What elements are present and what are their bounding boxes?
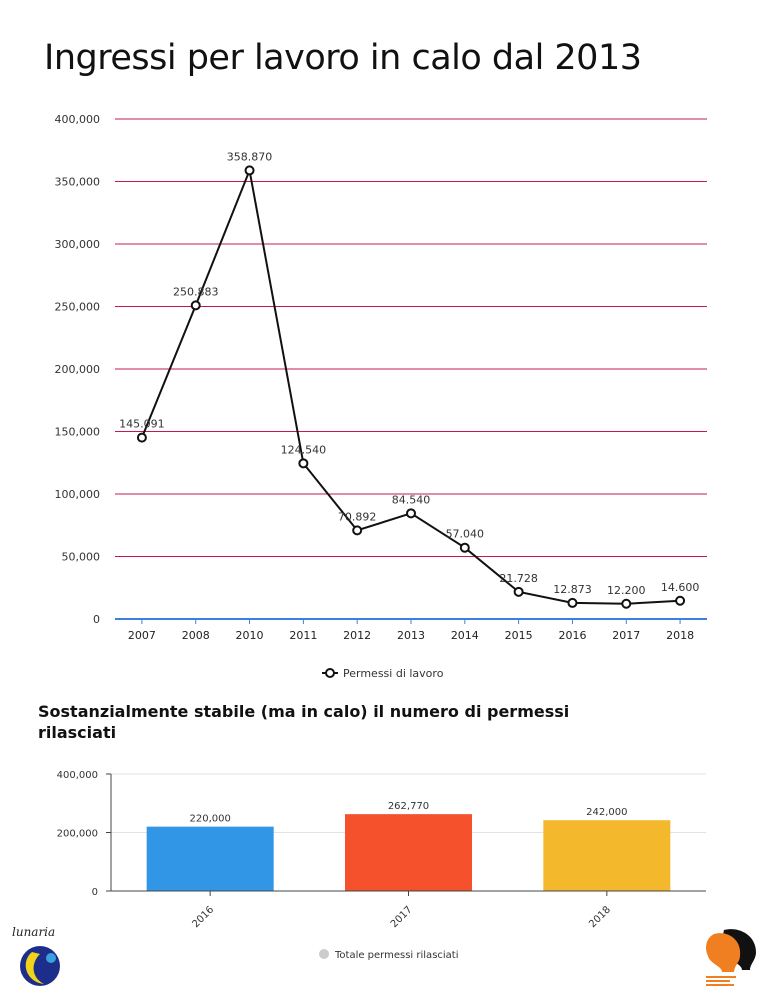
- x-tick-label: 2017: [389, 904, 415, 930]
- data-label: 12.873: [553, 583, 592, 596]
- cronache-razzismo-logo: [700, 924, 760, 988]
- bar-value-label: 262,770: [388, 801, 429, 812]
- x-tick-label: 2015: [505, 629, 533, 642]
- y-tick-label: 100,000: [55, 488, 101, 501]
- data-label: 84.540: [392, 493, 431, 506]
- x-tick-label: 2017: [612, 629, 640, 642]
- x-tick-label: 2013: [397, 629, 425, 642]
- legend-label: Permessi di lavoro: [343, 667, 444, 680]
- legend-marker: [319, 949, 329, 959]
- data-point: [244, 165, 255, 176]
- y-tick-label: 250,000: [55, 301, 101, 314]
- data-label: 14.600: [661, 581, 700, 594]
- x-tick-label: 2016: [558, 629, 586, 642]
- bar-chart-title: Sostanzialmente stabile (ma in calo) il …: [38, 702, 570, 742]
- data-label: 70.892: [338, 510, 377, 523]
- data-point: [567, 597, 578, 608]
- bar: [146, 826, 274, 891]
- data-point: [136, 432, 147, 443]
- legend-label: Totale permessi rilasciati: [334, 950, 459, 961]
- data-point: [513, 586, 524, 597]
- y-tick-label: 400,000: [57, 770, 98, 781]
- data-label: 358.870: [227, 150, 273, 163]
- x-tick-label: 2010: [236, 629, 264, 642]
- y-tick-label: 0: [92, 887, 98, 898]
- data-label: 124.540: [281, 443, 327, 456]
- data-point: [352, 525, 363, 536]
- data-label: 57.040: [446, 528, 485, 541]
- y-tick-label: 400,000: [55, 113, 101, 126]
- bar: [543, 820, 671, 891]
- y-tick-label: 200,000: [57, 829, 98, 840]
- line-chart: 0 50,000 100,000 150,000 200,000 250,000 300,0…: [55, 113, 707, 680]
- svg-text:lunaria: lunaria: [12, 925, 55, 939]
- data-point: [675, 595, 686, 606]
- data-point: [190, 300, 201, 311]
- data-label: 250.883: [173, 285, 219, 298]
- data-label: 21.728: [499, 572, 538, 585]
- x-tick-label: 2016: [191, 904, 217, 930]
- x-tick-label: 2011: [289, 629, 317, 642]
- x-tick-label: 2014: [451, 629, 479, 642]
- data-point: [459, 542, 470, 553]
- y-tick-label: 50,000: [62, 551, 101, 564]
- x-tick-label: 2012: [343, 629, 371, 642]
- y-tick-label: 150,000: [55, 426, 101, 439]
- y-tick-label: 300,000: [55, 238, 101, 251]
- y-tick-label: 350,000: [55, 176, 101, 189]
- x-tick-label: 2018: [666, 629, 694, 642]
- lunaria-logo: lunaria: [10, 922, 72, 988]
- x-tick-label: 2007: [128, 629, 156, 642]
- data-point: [298, 458, 309, 469]
- data-point: [621, 598, 632, 609]
- bar-value-label: 242,000: [586, 807, 627, 818]
- bar-value-label: 220,000: [189, 814, 230, 825]
- data-label: 12.200: [607, 584, 646, 597]
- series-line-permessi-di-lavoro: [140, 166, 681, 605]
- data-point: [406, 508, 416, 519]
- x-tick-label: 2008: [182, 629, 210, 642]
- y-tick-label: 0: [93, 613, 100, 626]
- x-tick-label: 2018: [587, 904, 613, 930]
- bar: [345, 814, 472, 891]
- legend-marker: [325, 668, 335, 678]
- y-tick-label: 200,000: [55, 363, 101, 376]
- line-chart-title: Ingressi per lavoro in calo dal 2013: [44, 38, 642, 78]
- data-label: 145.091: [119, 418, 165, 431]
